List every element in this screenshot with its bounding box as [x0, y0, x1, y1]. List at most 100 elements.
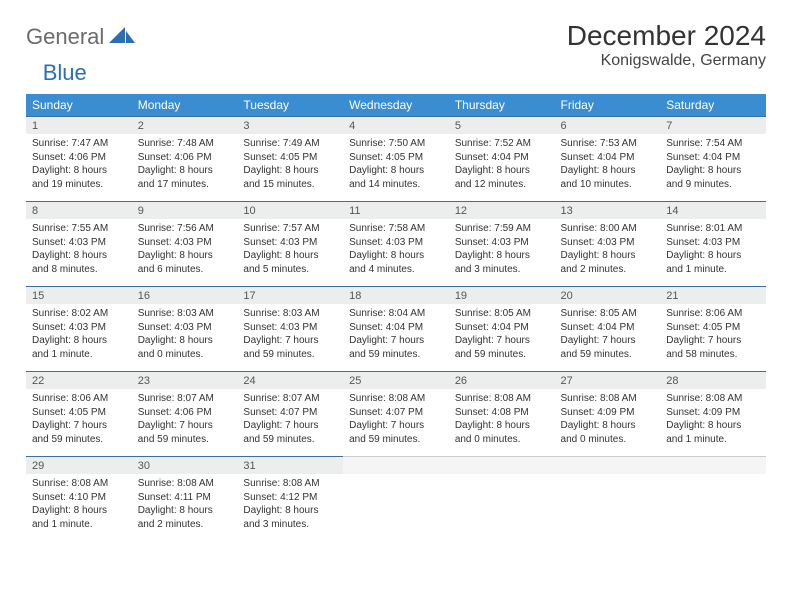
day-2-details: Sunrise: 7:48 AMSunset: 4:06 PMDaylight:…	[132, 134, 238, 202]
day-29-number: 29	[26, 457, 132, 475]
day-4-sunset: Sunset: 4:05 PM	[349, 151, 443, 165]
day-31-details: Sunrise: 8:08 AMSunset: 4:12 PMDaylight:…	[237, 474, 343, 541]
day-24-sunset: Sunset: 4:07 PM	[243, 406, 337, 420]
day-13-details: Sunrise: 8:00 AMSunset: 4:03 PMDaylight:…	[555, 219, 661, 287]
day-19-details: Sunrise: 8:05 AMSunset: 4:04 PMDaylight:…	[449, 304, 555, 372]
day-26-daylight: Daylight: 8 hours and 0 minutes.	[455, 419, 549, 446]
day-1-details: Sunrise: 7:47 AMSunset: 4:06 PMDaylight:…	[26, 134, 132, 202]
day-13-sunset: Sunset: 4:03 PM	[561, 236, 655, 250]
day-22-sunset: Sunset: 4:05 PM	[32, 406, 126, 420]
day-14-number: 14	[660, 202, 766, 220]
day-7-sunrise: Sunrise: 7:54 AM	[666, 137, 760, 151]
week-4-detail-row: Sunrise: 8:06 AMSunset: 4:05 PMDaylight:…	[26, 389, 766, 457]
day-26-number: 26	[449, 372, 555, 390]
day-10-sunrise: Sunrise: 7:57 AM	[243, 222, 337, 236]
day-20-daylight: Daylight: 7 hours and 59 minutes.	[561, 334, 655, 361]
day-24-sunrise: Sunrise: 8:07 AM	[243, 392, 337, 406]
day-16-number: 16	[132, 287, 238, 305]
dow-header-row: SundayMondayTuesdayWednesdayThursdayFrid…	[26, 94, 766, 117]
day-25-number: 25	[343, 372, 449, 390]
day-21-sunrise: Sunrise: 8:06 AM	[666, 307, 760, 321]
calendar-table: SundayMondayTuesdayWednesdayThursdayFrid…	[26, 94, 766, 541]
day-3-details: Sunrise: 7:49 AMSunset: 4:05 PMDaylight:…	[237, 134, 343, 202]
day-24-number: 24	[237, 372, 343, 390]
day-5-details: Sunrise: 7:52 AMSunset: 4:04 PMDaylight:…	[449, 134, 555, 202]
day-17-sunset: Sunset: 4:03 PM	[243, 321, 337, 335]
logo-text-general: General	[26, 24, 104, 50]
day-6-details: Sunrise: 7:53 AMSunset: 4:04 PMDaylight:…	[555, 134, 661, 202]
day-30-sunrise: Sunrise: 8:08 AM	[138, 477, 232, 491]
day-15-number: 15	[26, 287, 132, 305]
day-11-details: Sunrise: 7:58 AMSunset: 4:03 PMDaylight:…	[343, 219, 449, 287]
day-19-daylight: Daylight: 7 hours and 59 minutes.	[455, 334, 549, 361]
empty-cell	[449, 474, 555, 541]
day-2-daylight: Daylight: 8 hours and 17 minutes.	[138, 164, 232, 191]
day-25-sunset: Sunset: 4:07 PM	[349, 406, 443, 420]
day-14-sunset: Sunset: 4:03 PM	[666, 236, 760, 250]
day-20-sunset: Sunset: 4:04 PM	[561, 321, 655, 335]
day-30-number: 30	[132, 457, 238, 475]
day-11-number: 11	[343, 202, 449, 220]
day-28-details: Sunrise: 8:08 AMSunset: 4:09 PMDaylight:…	[660, 389, 766, 457]
week-2-detail-row: Sunrise: 7:55 AMSunset: 4:03 PMDaylight:…	[26, 219, 766, 287]
day-24-details: Sunrise: 8:07 AMSunset: 4:07 PMDaylight:…	[237, 389, 343, 457]
day-17-sunrise: Sunrise: 8:03 AM	[243, 307, 337, 321]
day-8-daylight: Daylight: 8 hours and 8 minutes.	[32, 249, 126, 276]
day-28-sunset: Sunset: 4:09 PM	[666, 406, 760, 420]
calendar-page: General December 2024 Konigswalde, Germa…	[0, 0, 792, 561]
day-20-number: 20	[555, 287, 661, 305]
day-27-sunrise: Sunrise: 8:08 AM	[561, 392, 655, 406]
day-10-details: Sunrise: 7:57 AMSunset: 4:03 PMDaylight:…	[237, 219, 343, 287]
day-20-sunrise: Sunrise: 8:05 AM	[561, 307, 655, 321]
day-26-details: Sunrise: 8:08 AMSunset: 4:08 PMDaylight:…	[449, 389, 555, 457]
dow-header-thursday: Thursday	[449, 94, 555, 117]
day-9-daylight: Daylight: 8 hours and 6 minutes.	[138, 249, 232, 276]
day-25-details: Sunrise: 8:08 AMSunset: 4:07 PMDaylight:…	[343, 389, 449, 457]
day-25-sunrise: Sunrise: 8:08 AM	[349, 392, 443, 406]
day-15-daylight: Daylight: 8 hours and 1 minute.	[32, 334, 126, 361]
day-19-sunrise: Sunrise: 8:05 AM	[455, 307, 549, 321]
day-22-daylight: Daylight: 7 hours and 59 minutes.	[32, 419, 126, 446]
day-9-sunset: Sunset: 4:03 PM	[138, 236, 232, 250]
week-2-daynum-row: 891011121314	[26, 202, 766, 220]
day-16-details: Sunrise: 8:03 AMSunset: 4:03 PMDaylight:…	[132, 304, 238, 372]
day-7-daylight: Daylight: 8 hours and 9 minutes.	[666, 164, 760, 191]
dow-header-saturday: Saturday	[660, 94, 766, 117]
day-4-details: Sunrise: 7:50 AMSunset: 4:05 PMDaylight:…	[343, 134, 449, 202]
day-18-sunset: Sunset: 4:04 PM	[349, 321, 443, 335]
day-1-sunset: Sunset: 4:06 PM	[32, 151, 126, 165]
day-12-sunset: Sunset: 4:03 PM	[455, 236, 549, 250]
day-1-daylight: Daylight: 8 hours and 19 minutes.	[32, 164, 126, 191]
day-16-daylight: Daylight: 8 hours and 0 minutes.	[138, 334, 232, 361]
logo: General	[26, 20, 137, 50]
day-16-sunset: Sunset: 4:03 PM	[138, 321, 232, 335]
day-3-sunrise: Sunrise: 7:49 AM	[243, 137, 337, 151]
day-3-number: 3	[237, 117, 343, 135]
day-30-sunset: Sunset: 4:11 PM	[138, 491, 232, 505]
day-11-sunrise: Sunrise: 7:58 AM	[349, 222, 443, 236]
day-13-sunrise: Sunrise: 8:00 AM	[561, 222, 655, 236]
day-2-sunrise: Sunrise: 7:48 AM	[138, 137, 232, 151]
day-14-daylight: Daylight: 8 hours and 1 minute.	[666, 249, 760, 276]
dow-header-sunday: Sunday	[26, 94, 132, 117]
day-27-number: 27	[555, 372, 661, 390]
day-23-number: 23	[132, 372, 238, 390]
day-7-details: Sunrise: 7:54 AMSunset: 4:04 PMDaylight:…	[660, 134, 766, 202]
day-28-sunrise: Sunrise: 8:08 AM	[666, 392, 760, 406]
day-17-daylight: Daylight: 7 hours and 59 minutes.	[243, 334, 337, 361]
day-4-sunrise: Sunrise: 7:50 AM	[349, 137, 443, 151]
day-27-sunset: Sunset: 4:09 PM	[561, 406, 655, 420]
week-5-daynum-row: 293031	[26, 457, 766, 475]
day-5-sunrise: Sunrise: 7:52 AM	[455, 137, 549, 151]
day-1-number: 1	[26, 117, 132, 135]
week-3-detail-row: Sunrise: 8:02 AMSunset: 4:03 PMDaylight:…	[26, 304, 766, 372]
day-22-details: Sunrise: 8:06 AMSunset: 4:05 PMDaylight:…	[26, 389, 132, 457]
title-block: December 2024 Konigswalde, Germany	[567, 20, 766, 70]
day-21-daylight: Daylight: 7 hours and 58 minutes.	[666, 334, 760, 361]
day-7-number: 7	[660, 117, 766, 135]
day-5-number: 5	[449, 117, 555, 135]
week-5-detail-row: Sunrise: 8:08 AMSunset: 4:10 PMDaylight:…	[26, 474, 766, 541]
day-31-sunset: Sunset: 4:12 PM	[243, 491, 337, 505]
week-4-daynum-row: 22232425262728	[26, 372, 766, 390]
day-10-daylight: Daylight: 8 hours and 5 minutes.	[243, 249, 337, 276]
